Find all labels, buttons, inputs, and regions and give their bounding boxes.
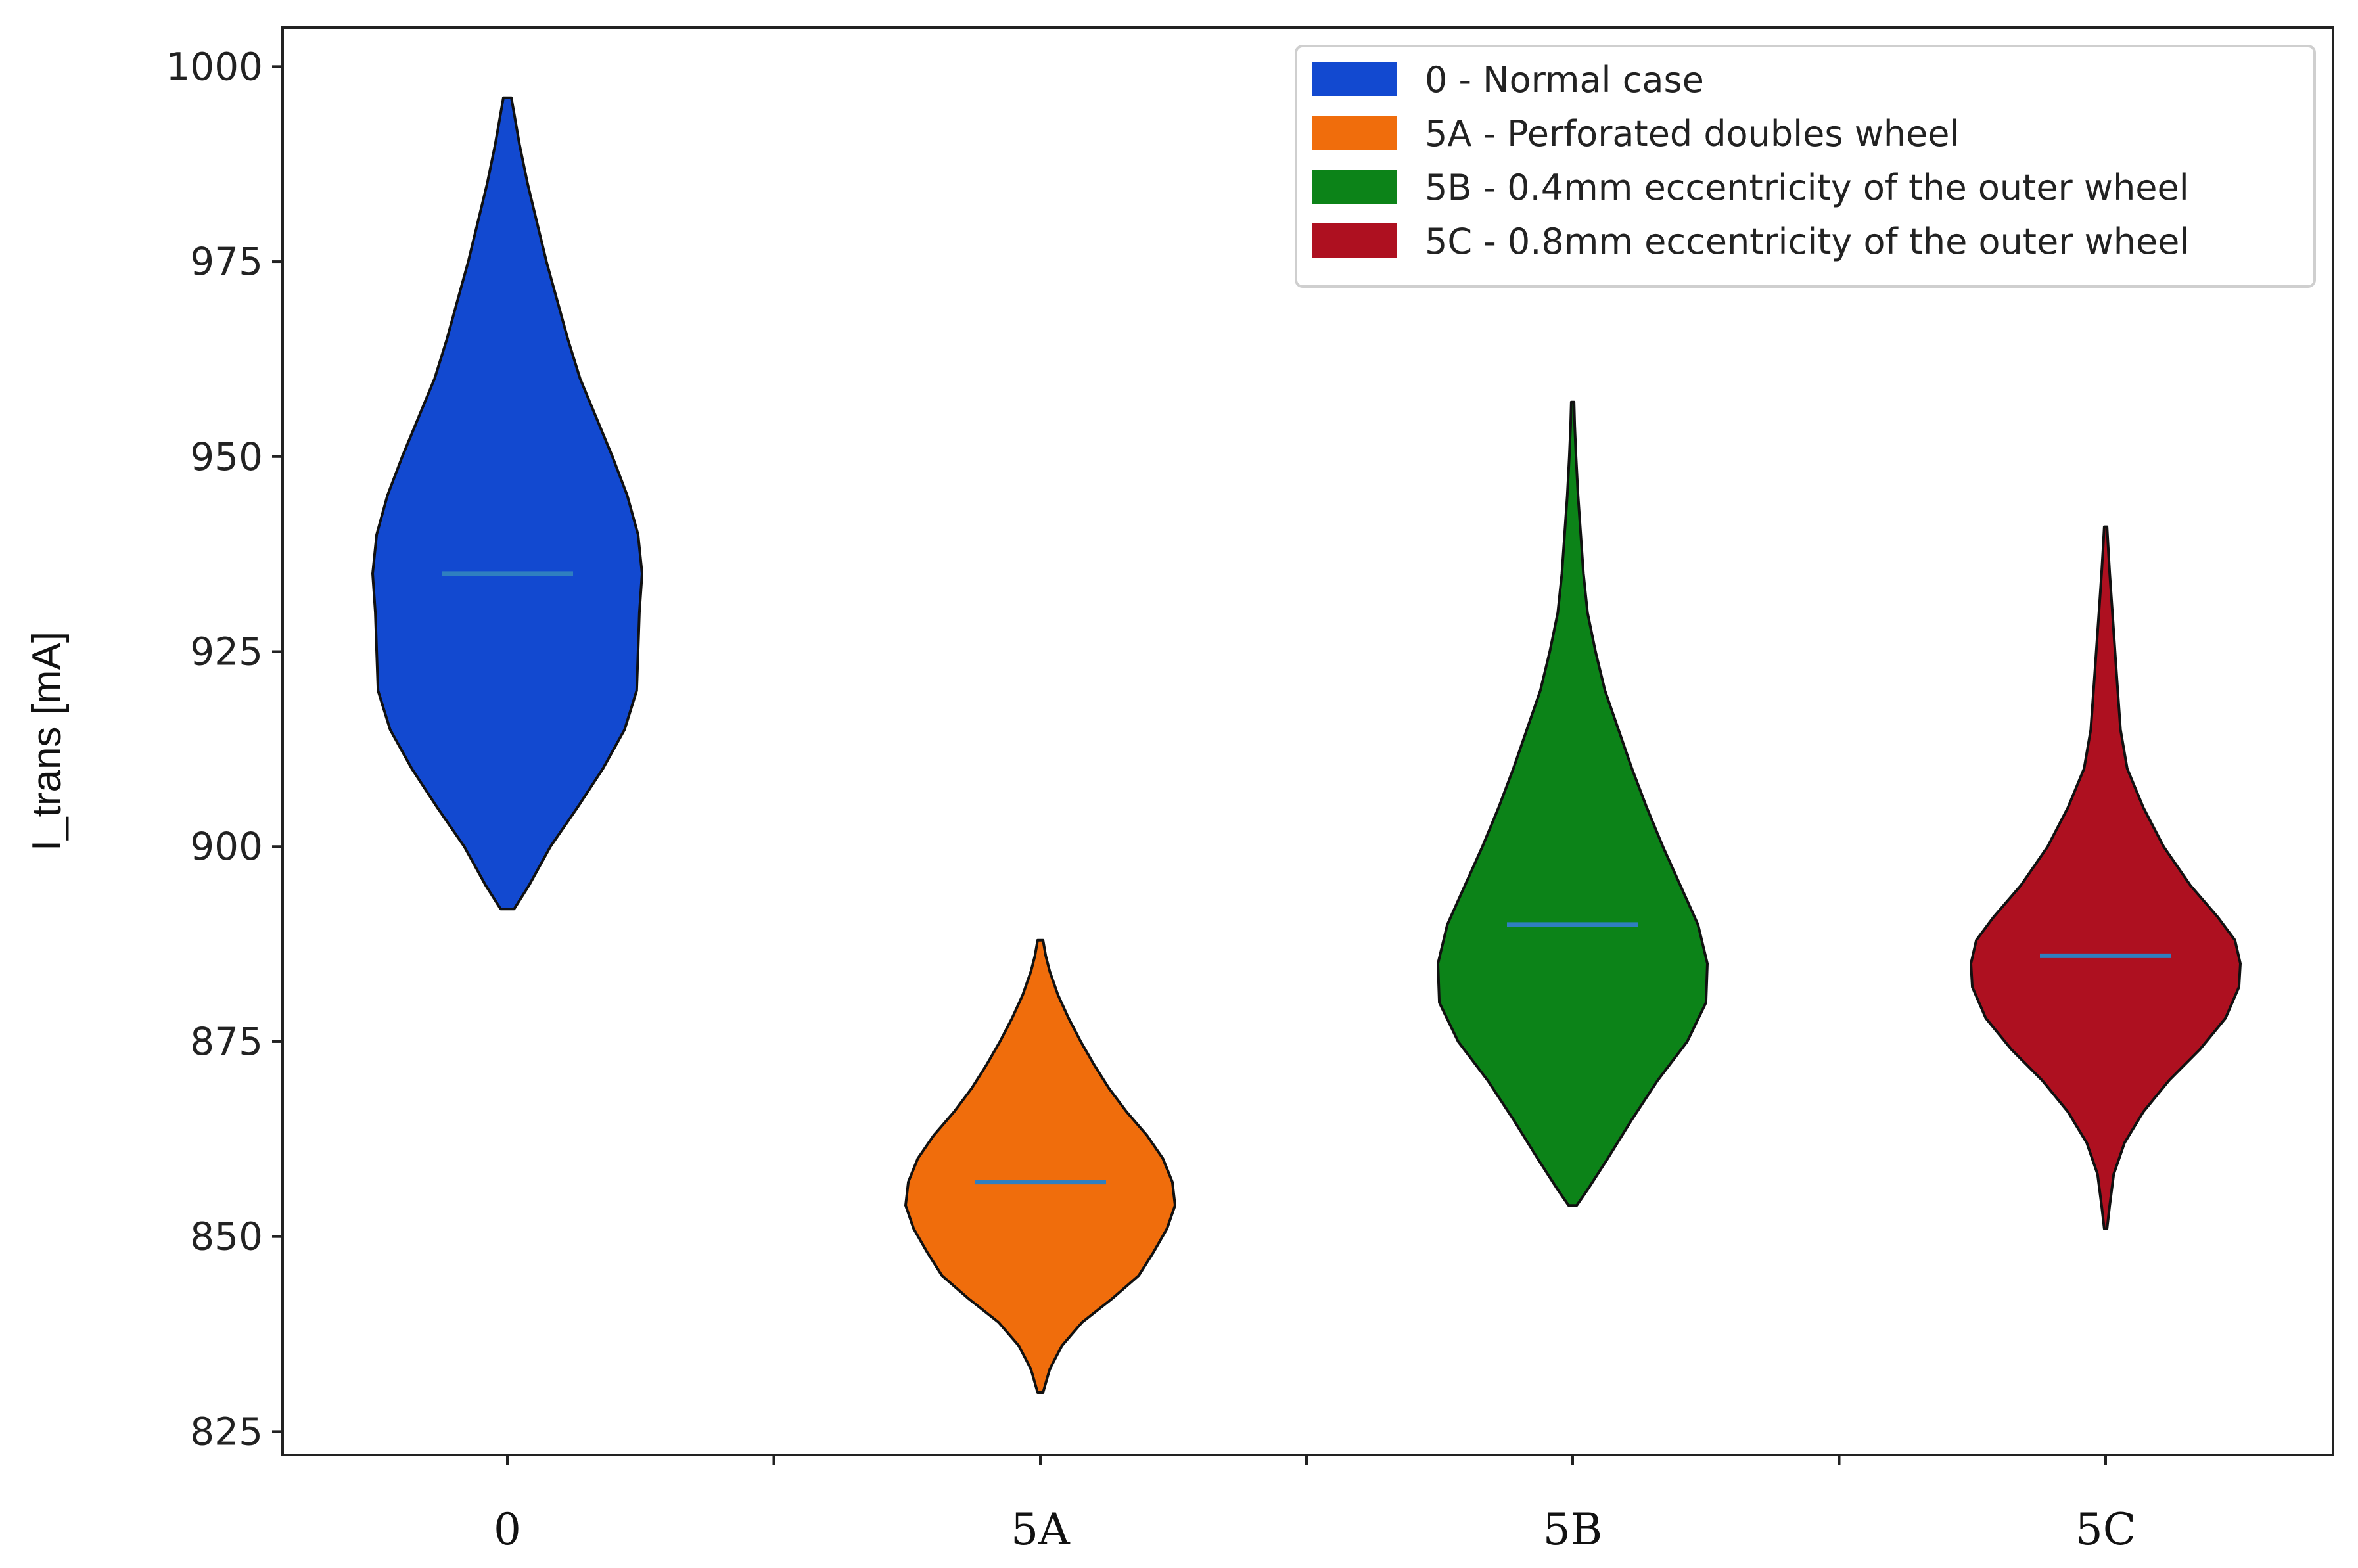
x-tick-label-0: 0 <box>494 1504 521 1555</box>
violin-5B <box>1437 400 1709 1207</box>
y-tick-label-875: 875 <box>190 1019 263 1064</box>
legend-swatch-5B <box>1312 170 1397 204</box>
x-tick-label-5B: 5B <box>1543 1504 1603 1555</box>
y-tick-label-850: 850 <box>190 1214 263 1259</box>
x-tick-label-5C: 5C <box>2075 1504 2137 1555</box>
violin-0 <box>371 96 643 911</box>
legend-label-0: 0 - Normal case <box>1425 59 1704 101</box>
legend: 0 - Normal case 5A - Perforated doubles w… <box>1295 45 2316 288</box>
legend-label-5C: 5C - 0.8mm eccentricity of the outer whe… <box>1425 221 2189 262</box>
x-axis: 0 5A 5B 5C <box>494 1455 2136 1555</box>
y-axis-label: I_trans [mA] <box>24 632 70 851</box>
legend-label-5B: 5B - 0.4mm eccentricity of the outer whe… <box>1425 167 2189 208</box>
legend-frame <box>1295 45 2316 288</box>
violin-5C <box>1970 525 2242 1230</box>
violins-group <box>371 96 2242 1394</box>
y-tick-label-975: 975 <box>190 239 263 284</box>
violin-5A <box>904 938 1176 1394</box>
y-tick-label-900: 900 <box>190 824 263 869</box>
legend-label-5A: 5A - Perforated doubles wheel <box>1425 113 1960 154</box>
y-tick-label-925: 925 <box>190 630 263 674</box>
y-tick-label-950: 950 <box>190 434 263 479</box>
legend-swatch-0 <box>1312 62 1397 96</box>
legend-swatch-5A <box>1312 116 1397 150</box>
y-tick-label-825: 825 <box>190 1409 263 1454</box>
y-axis: 825 850 875 900 925 950 975 1000 <box>166 44 283 1454</box>
legend-swatch-5C <box>1312 223 1397 258</box>
y-tick-label-1000: 1000 <box>166 44 263 89</box>
x-tick-label-5A: 5A <box>1011 1504 1071 1555</box>
